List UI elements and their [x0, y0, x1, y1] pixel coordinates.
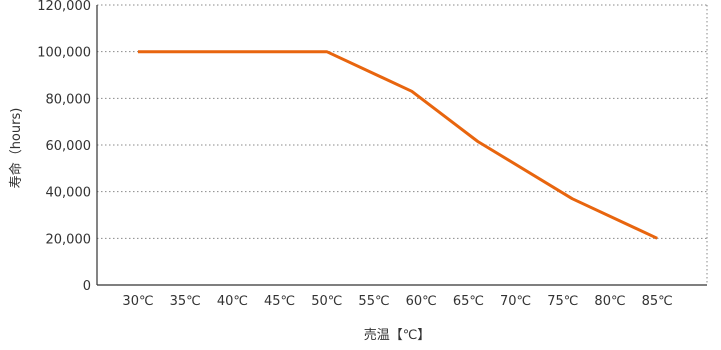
series-line [138, 50, 658, 240]
y-tick-label: 120,000 [37, 0, 91, 14]
y-tick-label: 80,000 [46, 92, 92, 107]
tick-labels: 0 20,000 40,000 60,000 80,000 100,000 120,000 3… [37, 0, 673, 309]
x-tick-label: 50℃ [311, 294, 342, 309]
x-tick-label: 70℃ [500, 294, 531, 309]
x-tick-label: 35℃ [170, 294, 201, 309]
y-tick-label: 20,000 [46, 232, 92, 247]
x-tick-label: 45℃ [264, 294, 295, 309]
x-tick-label: 30℃ [122, 294, 153, 309]
y-tick-label: 40,000 [46, 186, 92, 201]
x-tick-label: 55℃ [358, 294, 389, 309]
x-tick-label: 85℃ [642, 294, 673, 309]
x-tick-label: 40℃ [217, 294, 248, 309]
y-tick-label: 60,000 [46, 139, 92, 154]
y-tick-label: 100,000 [37, 46, 91, 61]
axes [96, 5, 707, 286]
x-axis-title: 売温【℃】 [364, 327, 431, 343]
x-tick-label: 80℃ [594, 294, 625, 309]
y-tick-label: 0 [83, 279, 91, 294]
gridlines [97, 4, 708, 285]
x-tick-label: 60℃ [406, 294, 437, 309]
x-tick-label: 75℃ [547, 294, 578, 309]
series-lines [138, 50, 658, 240]
x-tick-label: 65℃ [453, 294, 484, 309]
y-axis-title: 寿命（hours) [8, 108, 24, 189]
